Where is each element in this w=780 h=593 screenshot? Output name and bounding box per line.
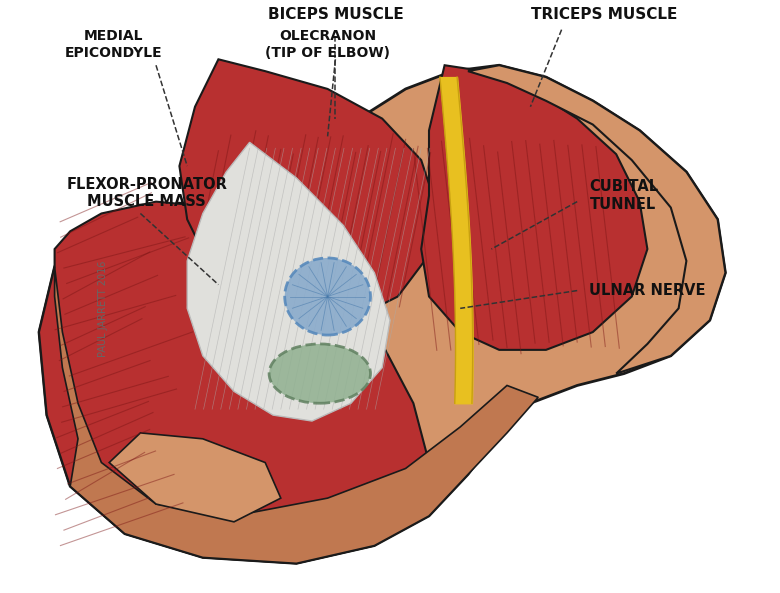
Polygon shape [39, 202, 429, 563]
Polygon shape [109, 433, 281, 522]
Polygon shape [55, 267, 538, 563]
Text: BICEPS MUSCLE: BICEPS MUSCLE [268, 7, 403, 23]
Text: CUBITAL
TUNNEL: CUBITAL TUNNEL [589, 180, 658, 212]
Text: PAUL JARRETT 2016: PAUL JARRETT 2016 [98, 260, 108, 356]
Polygon shape [468, 65, 725, 374]
Polygon shape [39, 65, 725, 563]
Polygon shape [187, 142, 390, 421]
Text: OLECRANON
(TIP OF ELBOW): OLECRANON (TIP OF ELBOW) [265, 30, 390, 59]
Text: ULNAR NERVE: ULNAR NERVE [589, 283, 705, 298]
Polygon shape [179, 59, 437, 320]
Ellipse shape [269, 344, 370, 403]
Text: MEDIAL
EPICONDYLE: MEDIAL EPICONDYLE [64, 30, 162, 59]
Text: FLEXOR-PRONATOR
MUSCLE MASS: FLEXOR-PRONATOR MUSCLE MASS [66, 177, 227, 209]
Ellipse shape [285, 258, 370, 335]
Polygon shape [421, 65, 647, 350]
Text: TRICEPS MUSCLE: TRICEPS MUSCLE [531, 7, 678, 23]
